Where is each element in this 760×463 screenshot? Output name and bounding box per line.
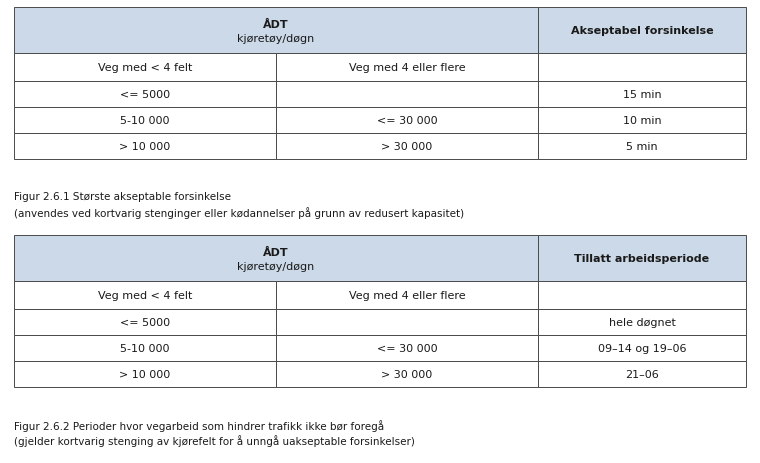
Bar <box>14 361 276 387</box>
Text: hele døgnet: hele døgnet <box>609 317 676 327</box>
Text: kjøretøy/døgn: kjøretøy/døgn <box>237 34 315 44</box>
Text: <= 5000: <= 5000 <box>120 90 170 100</box>
Text: ÅDT: ÅDT <box>263 247 289 257</box>
Bar <box>14 108 276 134</box>
Bar <box>538 282 746 309</box>
Bar <box>276 309 538 335</box>
Bar <box>276 335 538 361</box>
Bar <box>14 282 276 309</box>
Bar <box>14 82 276 108</box>
Text: > 10 000: > 10 000 <box>119 142 171 152</box>
Bar <box>276 54 538 82</box>
Bar <box>14 309 276 335</box>
Text: > 10 000: > 10 000 <box>119 369 171 379</box>
Bar <box>14 335 276 361</box>
Bar <box>14 236 538 282</box>
Bar <box>276 361 538 387</box>
Text: Veg med < 4 felt: Veg med < 4 felt <box>98 290 192 300</box>
Bar <box>276 134 538 160</box>
Text: <= 30 000: <= 30 000 <box>377 116 438 126</box>
Text: 10 min: 10 min <box>622 116 661 126</box>
Text: Figur 2.6.2 Perioder hvor vegarbeid som hindrer trafikk ikke bør foregå: Figur 2.6.2 Perioder hvor vegarbeid som … <box>14 419 384 431</box>
Text: > 30 000: > 30 000 <box>382 142 432 152</box>
Text: 21–06: 21–06 <box>625 369 659 379</box>
Bar <box>276 82 538 108</box>
Text: Akseptabel forsinkelse: Akseptabel forsinkelse <box>571 26 714 36</box>
Text: kjøretøy/døgn: kjøretøy/døgn <box>237 262 315 272</box>
Bar <box>276 282 538 309</box>
Bar <box>538 82 746 108</box>
Text: Veg med 4 eller flere: Veg med 4 eller flere <box>349 290 465 300</box>
Text: (gjelder kortvarig stenging av kjørefelt for å unngå uakseptable forsinkelser): (gjelder kortvarig stenging av kjørefelt… <box>14 434 415 446</box>
Bar <box>538 335 746 361</box>
Bar <box>538 236 746 282</box>
Text: <= 30 000: <= 30 000 <box>377 343 438 353</box>
Text: Tillatt arbeidsperiode: Tillatt arbeidsperiode <box>575 253 710 263</box>
Text: 5-10 000: 5-10 000 <box>120 116 169 126</box>
Text: Veg med 4 eller flere: Veg med 4 eller flere <box>349 63 465 73</box>
Text: Figur 2.6.1 Største akseptable forsinkelse: Figur 2.6.1 Største akseptable forsinkel… <box>14 192 231 201</box>
Bar <box>14 134 276 160</box>
Bar <box>538 54 746 82</box>
Bar <box>538 134 746 160</box>
Text: 5 min: 5 min <box>626 142 658 152</box>
Text: > 30 000: > 30 000 <box>382 369 432 379</box>
Text: 5-10 000: 5-10 000 <box>120 343 169 353</box>
Text: ÅDT: ÅDT <box>263 19 289 30</box>
Text: Veg med < 4 felt: Veg med < 4 felt <box>98 63 192 73</box>
Bar <box>14 54 276 82</box>
Bar <box>538 108 746 134</box>
Text: (anvendes ved kortvarig stenginger eller kødannelser på grunn av redusert kapasi: (anvendes ved kortvarig stenginger eller… <box>14 206 464 219</box>
Bar <box>14 8 538 54</box>
Text: 15 min: 15 min <box>622 90 661 100</box>
Bar <box>538 8 746 54</box>
Bar <box>276 108 538 134</box>
Bar <box>538 361 746 387</box>
Text: <= 5000: <= 5000 <box>120 317 170 327</box>
Bar <box>538 309 746 335</box>
Text: 09–14 og 19–06: 09–14 og 19–06 <box>598 343 686 353</box>
